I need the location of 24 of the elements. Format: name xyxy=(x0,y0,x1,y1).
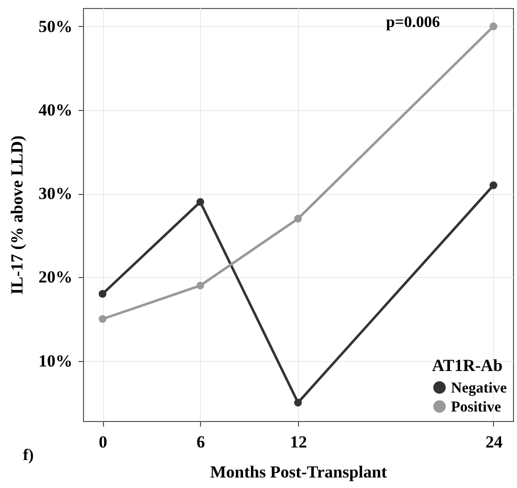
y-tick-label: 20% xyxy=(38,268,72,287)
point xyxy=(294,214,302,223)
point xyxy=(98,290,106,298)
annotation: p=0.006 xyxy=(386,14,440,31)
x-tick-label: 0 xyxy=(98,432,108,452)
point xyxy=(98,315,106,323)
x-axis-title: Months Post-Transplant xyxy=(210,462,388,482)
point xyxy=(196,282,204,290)
point xyxy=(196,198,204,206)
x-tick-label: 6 xyxy=(196,432,206,452)
y-axis-title: IL-17 (% above LLD) xyxy=(8,135,26,295)
x-tick-label: 12 xyxy=(290,432,307,452)
point xyxy=(490,22,498,30)
point xyxy=(294,398,302,406)
x-tick-label: 24 xyxy=(485,432,503,452)
point xyxy=(490,181,498,190)
legend-title: AT1R-Ab xyxy=(432,356,503,375)
text: f) xyxy=(23,447,34,464)
y-tick-label: 40% xyxy=(38,100,72,120)
y-tick-label: 30% xyxy=(38,184,72,204)
legend-label: Positive xyxy=(451,400,502,416)
y-tick-label: 10% xyxy=(38,351,72,370)
y-tick-label: 50% xyxy=(38,16,72,36)
legend-label: Negative xyxy=(451,380,508,396)
